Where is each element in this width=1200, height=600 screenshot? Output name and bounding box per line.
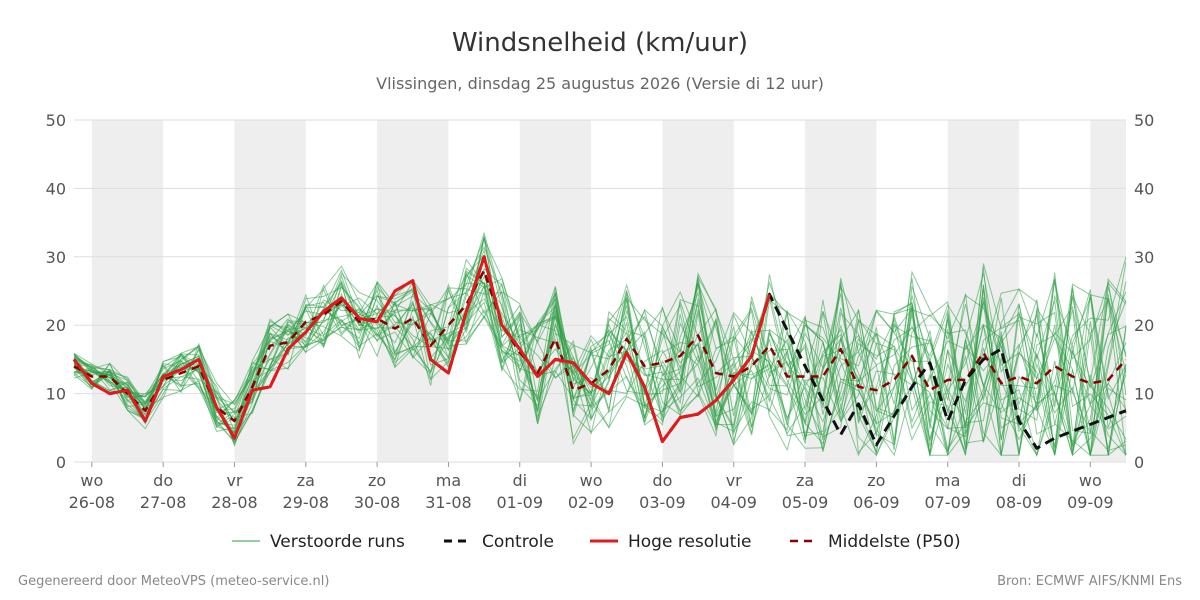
x-tick-date: 31-08	[425, 493, 472, 512]
x-tick-date: 27-08	[140, 493, 187, 512]
day-bands	[91, 120, 1126, 462]
x-tick-date: 03-09	[639, 493, 686, 512]
y-tick-label-right: 20	[1134, 316, 1154, 335]
ensemble-run-line	[73, 256, 1127, 453]
x-tick-date: 06-09	[853, 493, 900, 512]
ensemble-run-line	[73, 235, 1127, 449]
y-tick-label-right: 30	[1134, 248, 1154, 267]
y-tick-label-right: 50	[1134, 111, 1154, 130]
x-tick-weekday: za	[796, 471, 814, 490]
x-tick-date: 07-09	[924, 493, 971, 512]
day-band	[519, 120, 592, 462]
x-tick-date: 26-08	[69, 493, 116, 512]
x-tick-weekday: do	[153, 471, 173, 490]
x-tick-date: 09-09	[1067, 493, 1114, 512]
x-tick-weekday: zo	[867, 471, 885, 490]
y-tick-label-left: 40	[46, 179, 66, 198]
y-tick-label-right: 40	[1134, 179, 1154, 198]
plot-area	[72, 231, 1127, 458]
y-tick-label-left: 30	[46, 248, 66, 267]
y-tick-label-left: 0	[56, 453, 66, 472]
series-line-controle	[72, 255, 1127, 450]
x-tick-weekday: za	[297, 471, 315, 490]
legend-label: Verstoorde runs	[270, 532, 405, 552]
y-tick-label-left: 20	[46, 316, 66, 335]
y-tick-label-right: 0	[1134, 453, 1144, 472]
chart-title: Windsnelheid (km/uur)	[452, 28, 748, 58]
x-tick-weekday: vr	[226, 471, 242, 490]
legend-label: Middelste (P50)	[828, 532, 961, 552]
y-axis-left: 0 10 20 30 40 50	[46, 111, 66, 472]
series-line-middelste-p50	[73, 269, 1127, 423]
y-tick-label-left: 10	[46, 385, 66, 404]
ensemble-run-line	[73, 270, 1127, 452]
x-tick-weekday: wo	[80, 471, 103, 490]
legend-label: Controle	[482, 532, 554, 552]
x-tick-date: 01-09	[497, 493, 544, 512]
x-axis: wo 26-08 do 27-08 vr 28-08 za 29-08 zo 30-08 ma 31-…	[69, 462, 1114, 512]
ensemble-run-line	[73, 231, 1127, 456]
x-tick-date: 08-09	[996, 493, 1043, 512]
x-tick-date: 04-09	[710, 493, 757, 512]
y-axis-right: 0 10 20 30 40 50	[1134, 111, 1154, 472]
legend-label: Hoge resolutie	[628, 532, 752, 552]
x-tick-date: 30-08	[354, 493, 401, 512]
x-tick-weekday: zo	[368, 471, 386, 490]
x-tick-date: 29-08	[283, 493, 330, 512]
ensemble-run-line	[73, 282, 1127, 456]
x-tick-weekday: ma	[935, 471, 960, 490]
x-tick-weekday: wo	[1079, 471, 1102, 490]
credit-left: Gegenereerd door MeteoVPS (meteo-service…	[18, 574, 329, 589]
x-tick-weekday: di	[1012, 471, 1027, 490]
y-tick-label-right: 10	[1134, 385, 1154, 404]
x-tick-weekday: ma	[436, 471, 461, 490]
x-tick-date: 28-08	[211, 493, 258, 512]
x-tick-weekday: di	[512, 471, 527, 490]
x-tick-weekday: vr	[726, 471, 742, 490]
legend: Verstoorde runs Controle Hoge resolutie Mid…	[232, 532, 961, 552]
x-tick-date: 02-09	[568, 493, 615, 512]
ensemble-run-line	[73, 272, 1127, 456]
chart-subtitle: Vlissingen, dinsdag 25 augustus 2026 (Ve…	[376, 74, 824, 93]
x-tick-weekday: wo	[580, 471, 603, 490]
series-line-hoge-resolutie	[72, 255, 771, 443]
y-tick-label-left: 50	[46, 111, 66, 130]
x-tick-weekday: do	[652, 471, 672, 490]
x-tick-date: 05-09	[782, 493, 829, 512]
credit-right: Bron: ECMWF AIFS/KNMI Ens	[997, 574, 1182, 589]
